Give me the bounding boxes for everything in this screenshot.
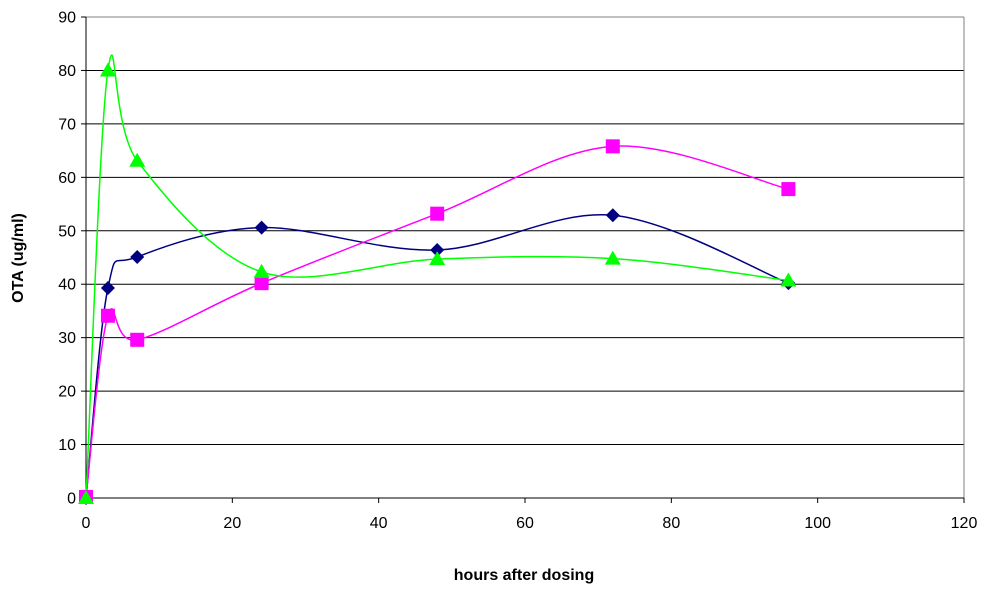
y-tick-label-0: 0: [67, 491, 76, 508]
series-2-point-3: [254, 276, 269, 291]
series-1-point-4: [430, 243, 445, 258]
x-tick-label-0: 0: [82, 515, 91, 532]
y-tick-label-90: 90: [58, 10, 76, 27]
series-layer: [78, 54, 797, 505]
y-tick-label-60: 60: [58, 170, 76, 187]
y-tick-label-10: 10: [58, 437, 76, 454]
x-tick-label-80: 80: [662, 515, 680, 532]
series-1-point-5: [605, 208, 620, 223]
series-2-point-5: [605, 139, 620, 154]
series-3-point-4: [429, 251, 446, 266]
series-3-point-0: [78, 490, 94, 504]
x-axis-label: hours after dosing: [454, 567, 594, 584]
series-3-line: [85, 54, 789, 499]
y-tick-label-80: 80: [58, 63, 76, 80]
series-3-point-6: [780, 272, 797, 287]
x-tick-label-20: 20: [223, 515, 241, 532]
y-tick-label-50: 50: [58, 223, 76, 240]
y-tick-label-20: 20: [58, 384, 76, 401]
x-tick-label-40: 40: [370, 515, 388, 532]
x-tick-label-100: 100: [804, 515, 831, 532]
y-axis-label: OTA (ug/ml): [10, 213, 27, 303]
series-2-point-2: [130, 332, 145, 347]
series-3-point-5: [604, 250, 621, 265]
x-tick-label-120: 120: [951, 515, 978, 532]
y-tick-label-30: 30: [58, 330, 76, 347]
series-3-point-2: [129, 152, 146, 167]
series-1-point-3: [254, 220, 269, 235]
series-2-point-4: [430, 206, 445, 221]
tick-labels: 0 10 20 30 40 50 60 70 80 90 0 20 40 60 80 100 120: [58, 10, 977, 533]
x-tick-label-60: 60: [516, 515, 534, 532]
series-2-point-6: [781, 182, 796, 197]
series-1-point-1: [100, 280, 115, 295]
series-2-point-1: [100, 308, 115, 323]
series-1-point-2: [130, 249, 145, 264]
axes: [81, 16, 965, 503]
y-tick-label-70: 70: [58, 116, 76, 133]
gridlines: [86, 16, 964, 446]
y-tick-label-40: 40: [58, 277, 76, 294]
series-3-point-3: [253, 263, 270, 278]
series-3-point-1: [99, 62, 116, 77]
